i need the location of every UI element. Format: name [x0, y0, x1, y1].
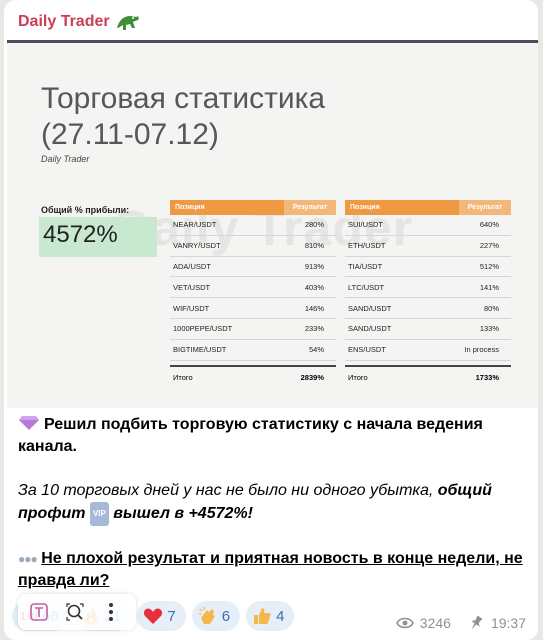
reaction-clap[interactable]: 6: [191, 601, 241, 631]
forwarded-pin-icon[interactable]: [467, 614, 485, 632]
row-pair: VANRY/USDT: [173, 241, 221, 251]
table-header: Позиция Результат: [170, 200, 336, 215]
eye-icon: [395, 617, 414, 629]
row-pair: SAND/USDT: [348, 303, 392, 313]
message-time: 19:37: [490, 615, 526, 631]
row-pair: ADA/USDT: [173, 261, 211, 271]
table-row: SAND/USDT 133%: [345, 319, 511, 340]
row-result: 913%: [304, 261, 324, 271]
message-meta: 3246 19:37: [395, 614, 526, 632]
views-count: 3246: [419, 615, 451, 631]
total-label: Итого: [173, 373, 193, 383]
row-result: 233%: [304, 324, 324, 334]
row-pair: ENS/USDT: [348, 345, 386, 355]
row-pair: 1000PEPE/USDT: [173, 324, 233, 334]
message-paragraph-3: ●●● Не плохой результат и приятная новос…: [18, 548, 528, 592]
table-row: ADA/USDT 913%: [170, 257, 336, 278]
profit-value: 4572%: [39, 217, 157, 257]
reaction-thumbs-up[interactable]: 4: [246, 601, 295, 631]
total-value: 2839%: [300, 373, 324, 383]
image-date-range: (27.11-07.12): [41, 118, 219, 151]
paragraph-2-text-c: вышел в +4572%!: [113, 505, 253, 522]
row-pair: WIF/USDT: [173, 303, 210, 313]
row-pair: VET/USDT: [173, 282, 211, 292]
stats-table-right: Позиция Результат SUI/USDT 640% ETH/USDT 2…: [345, 200, 511, 389]
vip-badge: VIP: [89, 502, 109, 526]
reaction-heart[interactable]: 7: [137, 601, 186, 631]
paragraph-2-text-a: За 10 торговых дней у нас не было ни одн…: [18, 482, 438, 499]
message-paragraph-2: За 10 торговых дней у нас не было ни одн…: [18, 480, 528, 526]
reaction-count: 4: [276, 607, 285, 625]
table-header-result: Результат: [459, 200, 511, 215]
row-pair: NEAR/USDT: [173, 220, 217, 230]
total-label: Итого: [348, 373, 368, 383]
gem-icon: [19, 416, 39, 430]
row-result: 54%: [308, 345, 324, 355]
total-value: 1733%: [475, 373, 499, 383]
table-row: 1000PEPE/USDT 233%: [170, 319, 336, 340]
message-text: Решил подбить торговую статистику с нача…: [18, 414, 528, 592]
paragraph-2-text-bold: общий профит: [18, 482, 492, 522]
row-result: 512%: [479, 261, 499, 271]
table-row: NEAR/USDT 280%: [170, 215, 336, 236]
table-row: ETH/USDT 227%: [345, 236, 511, 257]
translate-icon: [30, 603, 48, 621]
stats-table-left: Позиция Результат NEAR/USDT 280% VANRY/US…: [170, 200, 336, 389]
table-row: VET/USDT 403%: [170, 277, 336, 299]
row-result: 133%: [479, 324, 499, 334]
dots-icon: ●●●: [18, 552, 38, 566]
message-bubble: Daily Trader Торговая статистика (27.11-…: [4, 0, 538, 640]
paragraph-3-text: Не плохой результат и приятная новость в…: [18, 550, 523, 589]
row-pair: SUI/USDT: [348, 220, 384, 230]
table-row: SAND/USDT 80%: [345, 298, 511, 319]
image-subtitle: Daily Trader: [41, 154, 90, 164]
row-result: 640%: [479, 220, 499, 230]
row-result: 146%: [304, 303, 324, 313]
row-result: In process: [464, 345, 499, 355]
profit-label: Общий % прибыли:: [41, 205, 130, 215]
heart-icon: [144, 608, 163, 624]
row-result: 141%: [479, 282, 499, 292]
table-row: LTC/USDT 141%: [345, 277, 511, 299]
row-result: 227%: [479, 241, 499, 251]
table-header: Позиция Результат: [345, 200, 511, 215]
translate-button[interactable]: [28, 601, 50, 623]
paragraph-1-text: Решил подбить торговую статистику с нача…: [18, 416, 483, 455]
dinosaur-logo-icon: [116, 16, 139, 30]
row-pair: ETH/USDT: [348, 241, 386, 251]
table-row: TIA/USDT 512%: [345, 257, 511, 278]
row-result: 280%: [304, 220, 324, 230]
channel-name-label[interactable]: Daily Trader: [18, 13, 110, 30]
channel-name[interactable]: Daily Trader: [18, 10, 140, 34]
table-row: WIF/USDT 146%: [170, 298, 336, 319]
thumbs-up-icon: [254, 608, 271, 624]
table-row: VANRY/USDT 810%: [170, 236, 336, 257]
search-image-button[interactable]: [64, 601, 86, 623]
reaction-count: 7: [167, 607, 176, 625]
row-result: 80%: [483, 303, 499, 313]
image-title: Торговая статистика: [41, 82, 326, 115]
table-row: ENS/USDT In process: [345, 340, 511, 361]
stats-image[interactable]: Торговая статистика (27.11-07.12) Daily …: [7, 40, 538, 408]
table-header-position: Позиция: [350, 204, 380, 211]
row-pair: BIGTIME/USDT: [173, 345, 227, 355]
table-header-position: Позиция: [175, 204, 205, 211]
table-row: SUI/USDT 640%: [345, 215, 511, 236]
lens-search-icon: [66, 603, 84, 621]
table-total: Итого 1733%: [345, 364, 511, 389]
row-pair: SAND/USDT: [348, 324, 392, 334]
table-total: Итого 2839%: [170, 364, 336, 389]
clap-icon: [198, 607, 215, 624]
media-overlay-toolbar: [18, 594, 136, 630]
more-vertical-icon: [109, 603, 113, 621]
more-options-button[interactable]: [100, 601, 122, 623]
message-paragraph-1: Решил подбить торговую статистику с нача…: [18, 414, 528, 458]
table-header-result: Результат: [284, 200, 336, 215]
row-result: 403%: [304, 282, 324, 292]
row-result: 810%: [304, 241, 324, 251]
row-pair: TIA/USDT: [348, 261, 383, 271]
reaction-count: 6: [221, 607, 231, 625]
row-pair: LTC/USDT: [348, 282, 385, 292]
table-row: BIGTIME/USDT 54%: [170, 340, 336, 361]
